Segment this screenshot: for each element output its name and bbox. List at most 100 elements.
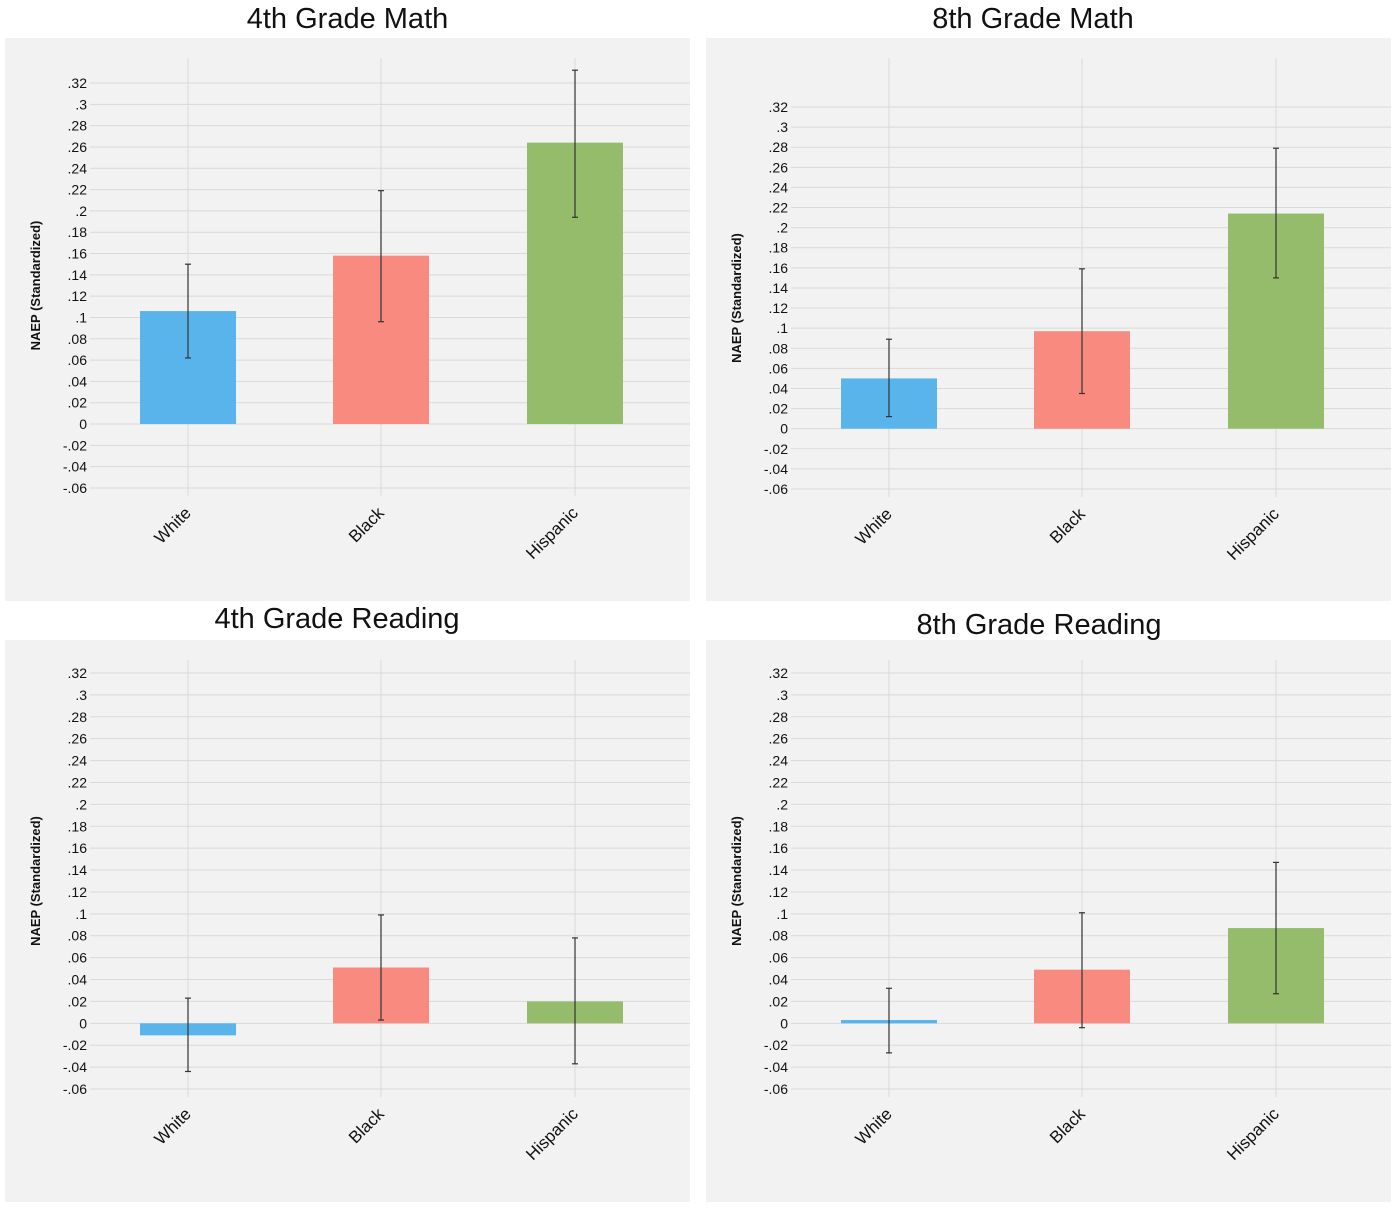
x-category-label: Hispanic — [522, 503, 582, 563]
y-tick-label: -.04 — [63, 459, 87, 475]
y-tick-label: .08 — [68, 928, 88, 944]
y-tick-label: .32 — [769, 99, 789, 115]
y-tick-label: .08 — [68, 331, 88, 347]
x-category-label: White — [151, 1104, 195, 1148]
y-tick-label: .14 — [68, 267, 88, 283]
error-bar-hispanic — [572, 937, 578, 1065]
y-tick-label: .12 — [769, 300, 789, 316]
y-tick-label: .12 — [68, 884, 88, 900]
y-tick-label: -.06 — [764, 481, 788, 497]
y-tick-label: .28 — [68, 118, 88, 134]
y-tick-label: -.02 — [63, 437, 87, 453]
chart-panel-4th-reading: .32 .3 .28 .26 .24 .22 .2 .18 .16 .14 .12 .1 .08 .06.… — [5, 640, 690, 1202]
y-tick-label: .04 — [769, 972, 789, 988]
y-tick-label: .32 — [68, 75, 88, 91]
error-bar-white — [185, 997, 191, 1073]
y-tick-label: -.06 — [764, 1081, 788, 1097]
y-tick-label: .3 — [75, 687, 87, 703]
y-tick-label: .3 — [776, 687, 788, 703]
y-tick-label: -.02 — [764, 1037, 788, 1053]
error-bar-black — [1079, 912, 1085, 1029]
y-tick-label: -.04 — [63, 1059, 87, 1075]
error-bar-hispanic — [1273, 147, 1279, 279]
x-category-label: White — [852, 1104, 896, 1148]
y-tick-label: .06 — [769, 360, 789, 376]
y-tick-label: .26 — [769, 159, 789, 175]
x-category-label: White — [852, 504, 896, 548]
y-tick-label: .02 — [68, 993, 88, 1009]
error-bar-white — [185, 263, 191, 359]
y-tick-label: .02 — [769, 401, 789, 417]
y-tick-label: .24 — [68, 160, 88, 176]
y-tick-label: .2 — [75, 796, 87, 812]
chart-title-4th-reading: 4th Grade Reading — [214, 603, 460, 635]
y-tick-label: .2 — [75, 203, 87, 219]
y-tick-label: .24 — [68, 753, 88, 769]
y-tick-label: .26 — [769, 731, 789, 747]
chart-title-8th-reading: 8th Grade Reading — [916, 609, 1162, 641]
x-category-label: Hispanic — [522, 1104, 582, 1164]
y-axis-label: NAEP (Standardized) — [729, 816, 744, 946]
y-tick-label: .14 — [769, 862, 789, 878]
y-tick-label: .22 — [68, 774, 88, 790]
y-tick-label: .18 — [769, 818, 789, 834]
y-tick-label: .28 — [769, 709, 789, 725]
y-tick-label: .04 — [68, 373, 88, 389]
y-tick-label: .06 — [769, 950, 789, 966]
chart-svg-8th-reading: .32 .3 .28 .26 .24 .22 .2 .18 .16 .14 .12 .1 .08 .06.… — [729, 660, 1391, 1164]
y-tick-label: .16 — [68, 840, 88, 856]
chart-svg-8th-math: .32 .3 .28 .26 .24 .22 .2 .18 .16 .14 .12 .1 .08 .06.… — [729, 58, 1391, 564]
error-bar-hispanic — [1273, 861, 1279, 995]
y-axis-label: NAEP (Standardized) — [28, 816, 43, 946]
y-tick-label: .2 — [776, 220, 788, 236]
chart-panel-8th-math: .32 .3 .28 .26 .24 .22 .2 .18 .16 .14 .12 .1 .08 .06.… — [706, 38, 1391, 601]
y-tick-label: .22 — [769, 200, 789, 216]
y-tick-label: .18 — [769, 240, 789, 256]
y-tick-label: 0 — [780, 421, 788, 437]
y-tick-label: .02 — [68, 395, 88, 411]
y-axis-label: NAEP (Standardized) — [729, 233, 744, 363]
y-axis-label: NAEP (Standardized) — [28, 221, 43, 351]
y-tick-label: .18 — [68, 818, 88, 834]
y-tick-label: .22 — [769, 774, 789, 790]
y-tick-label: .28 — [68, 709, 88, 725]
error-bar-white — [886, 987, 892, 1054]
y-tick-label: .14 — [769, 280, 789, 296]
y-tick-label: .28 — [769, 139, 789, 155]
chart-title-8th-math: 8th Grade Math — [932, 3, 1134, 35]
x-category-label: Black — [1046, 1104, 1089, 1147]
y-tick-label: .16 — [68, 246, 88, 262]
error-bar-hispanic — [572, 69, 578, 218]
y-tick-label: .08 — [769, 928, 789, 944]
y-tick-label: .24 — [769, 753, 789, 769]
y-tick-label: .04 — [68, 972, 88, 988]
y-tick-label: .3 — [776, 119, 788, 135]
x-category-label: Black — [345, 1104, 388, 1147]
y-tick-label: .06 — [68, 352, 88, 368]
y-tick-label: 0 — [79, 416, 87, 432]
y-tick-label: -.02 — [764, 441, 788, 457]
error-bar-black — [378, 914, 384, 1021]
error-bar-white — [886, 338, 892, 418]
y-tick-label: .06 — [68, 950, 88, 966]
error-bar-black — [378, 190, 384, 323]
y-tick-label: .1 — [776, 906, 788, 922]
y-tick-label: -.04 — [764, 461, 788, 477]
x-category-label: Black — [345, 503, 388, 546]
y-tick-label: .04 — [769, 380, 789, 396]
y-tick-label: .2 — [776, 796, 788, 812]
chart-panel-4th-math: .32 .3 .28 .26 .24 .22 .2 .18 .16 .14 .12 .1 .08 .06.… — [5, 38, 690, 601]
chart-panel-8th-reading: .32 .3 .28 .26 .24 .22 .2 .18 .16 .14 .12 .1 .08 .06.… — [706, 640, 1391, 1202]
y-tick-label: .14 — [68, 862, 88, 878]
x-category-label: White — [151, 503, 195, 547]
y-tick-label: .12 — [769, 884, 789, 900]
y-tick-label: -.06 — [63, 480, 87, 496]
y-tick-label: .1 — [75, 906, 87, 922]
y-tick-label: .3 — [75, 96, 87, 112]
y-tick-label: -.04 — [764, 1059, 788, 1075]
y-tick-label: 0 — [780, 1015, 788, 1031]
x-category-label: Hispanic — [1223, 1104, 1283, 1164]
y-tick-label: .02 — [769, 993, 789, 1009]
y-tick-label: .32 — [68, 665, 88, 681]
y-tick-label: .26 — [68, 731, 88, 747]
